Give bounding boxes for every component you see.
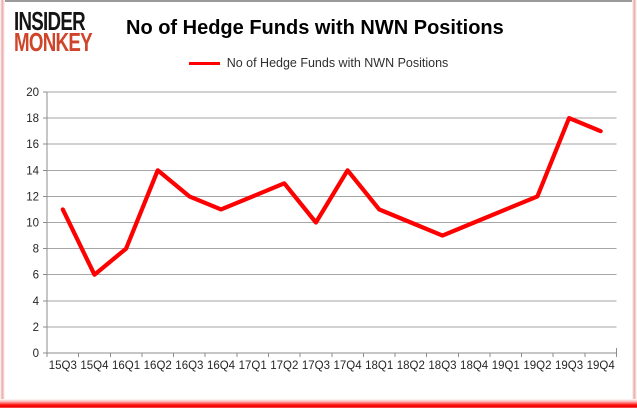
x-axis-label: 18Q4 [460,360,489,372]
x-axis-label: 17Q2 [270,360,298,372]
x-axis-label: 17Q3 [302,360,330,372]
x-axis-label: 19Q4 [587,360,616,372]
x-axis-label: 17Q1 [239,360,267,372]
x-axis-label: 18Q2 [397,360,425,372]
x-axis-label: 17Q4 [333,360,362,372]
left-border [0,0,5,400]
chart-legend: No of Hedge Funds with NWN Positions [0,56,637,70]
insider-monkey-logo: INSIDER MONKEY [14,6,122,58]
y-axis-label: 8 [33,244,39,256]
x-axis-label: 15Q4 [80,360,109,372]
page-title: No of Hedge Funds with NWN Positions [126,17,504,39]
logo-text-monkey: MONKEY [14,27,93,58]
y-axis-label: 10 [26,218,39,230]
x-axis-label: 15Q3 [49,360,77,372]
x-axis-label: 18Q1 [365,360,393,372]
legend-label: No of Hedge Funds with NWN Positions [226,56,449,70]
legend-line-swatch [188,61,220,65]
x-axis-label: 19Q2 [523,360,551,372]
x-axis-label: 18Q3 [428,360,456,372]
y-axis-label: 18 [26,113,39,125]
x-axis-label: 16Q2 [144,360,172,372]
x-axis-label: 16Q3 [175,360,203,372]
y-axis-label: 0 [33,348,39,360]
top-border [0,0,637,2]
x-axis-label: 16Q4 [207,360,236,372]
y-axis-label: 20 [26,87,39,99]
y-axis-label: 12 [26,191,39,203]
y-axis-label: 6 [33,270,39,282]
right-border [632,0,637,400]
y-axis-label: 14 [26,165,39,177]
x-axis-label: 19Q1 [492,360,520,372]
logo-text-insider: INSIDER [14,6,86,36]
x-axis-label: 16Q1 [112,360,140,372]
x-axis-label: 19Q3 [555,360,583,372]
hedge-fund-count-line [60,115,603,277]
y-axis-label: 4 [33,296,40,308]
bottom-border [0,399,637,408]
y-axis-label: 16 [26,139,39,151]
y-axis-label: 2 [33,322,39,334]
